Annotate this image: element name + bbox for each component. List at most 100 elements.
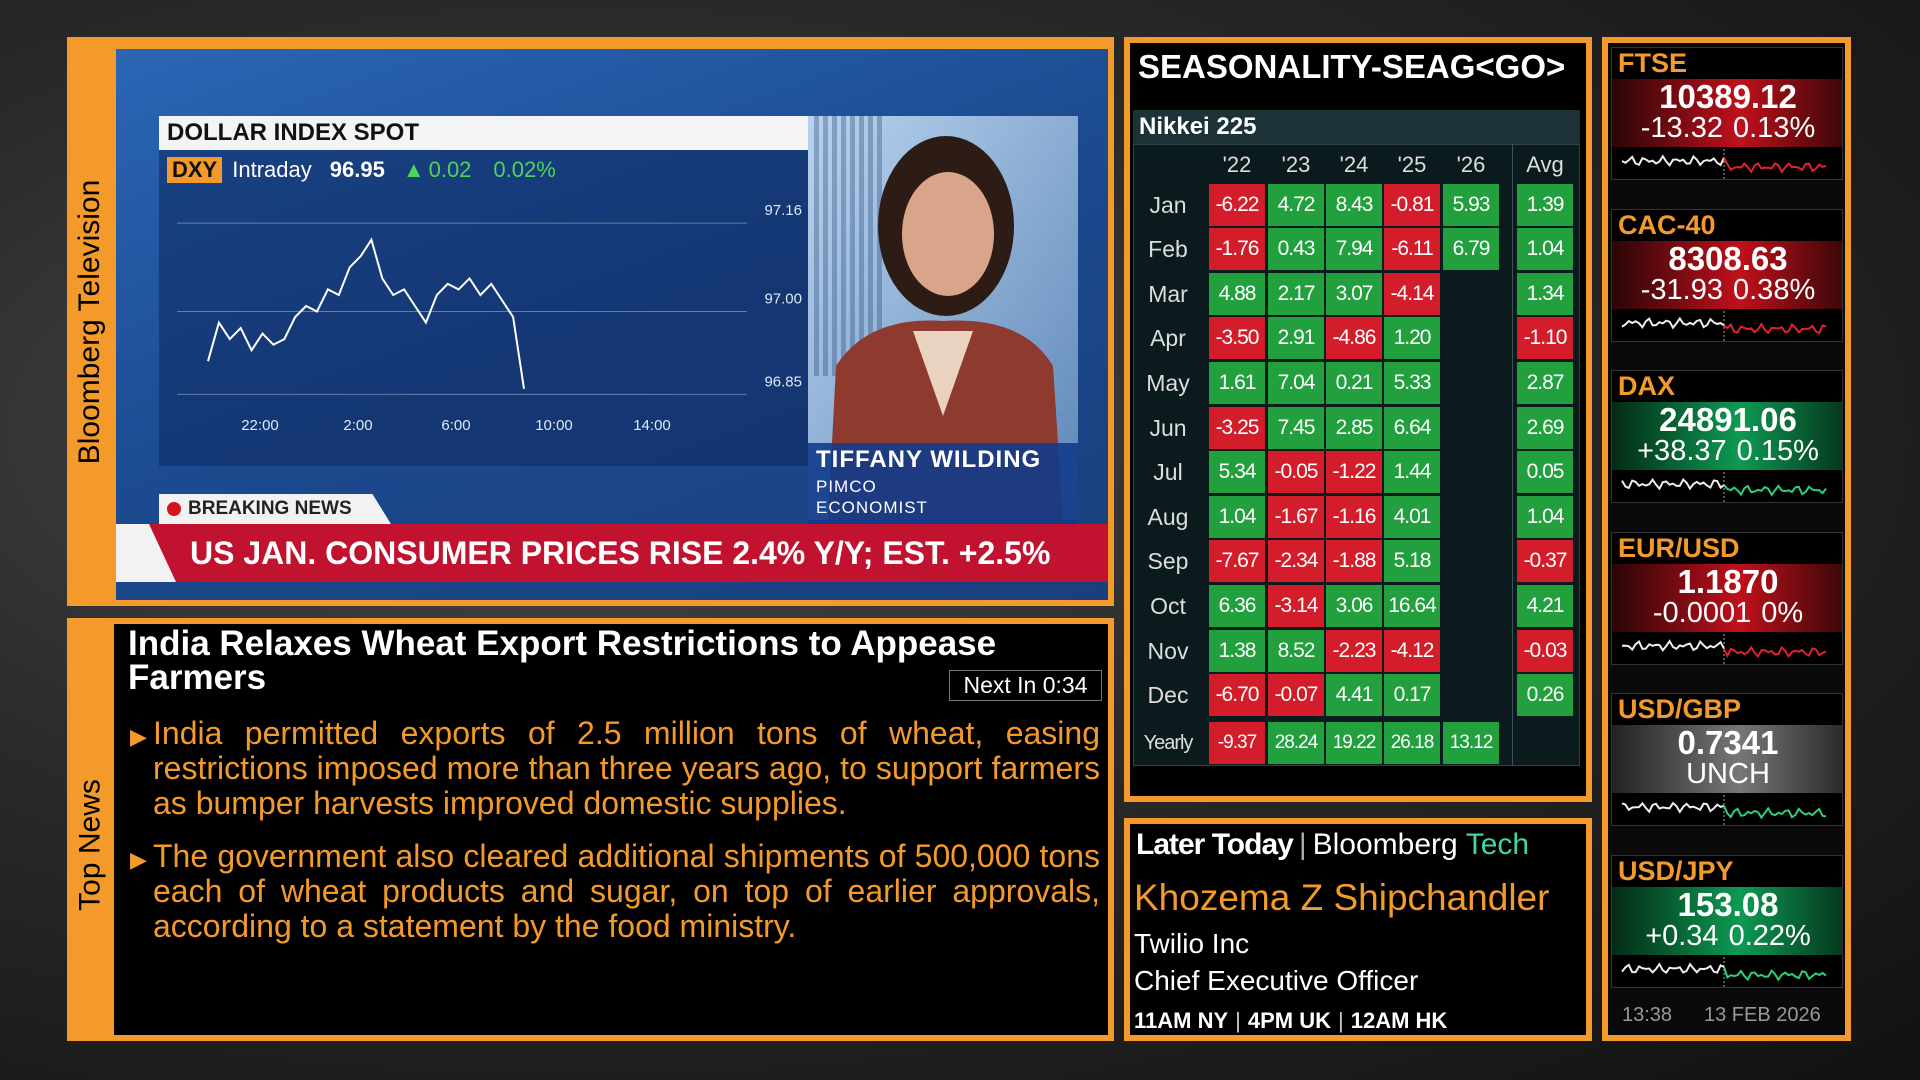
bullet-arrow: ▶ (130, 847, 147, 872)
market-pct: 0.22% (1728, 920, 1811, 952)
y-tick-label: 97.16 (764, 202, 802, 219)
market-pct: 0.15% (1736, 435, 1819, 468)
market-name: EUR/USD (1618, 532, 1740, 563)
market-change-row: -0.0001 0% (1612, 597, 1842, 629)
sparkline-prior (1621, 316, 1725, 330)
market-change-row: -31.93 0.38% (1612, 273, 1842, 306)
later-times: 11AM NY | 4PM UK | 12AM HK (1134, 1008, 1447, 1034)
table-cell: 0.43 (1268, 228, 1324, 271)
guest-name: TIFFANY WILDING (816, 446, 1042, 473)
table-cell: -1.10 (1517, 317, 1573, 360)
table-cell: -1.67 (1268, 495, 1324, 538)
sparkline-today (1723, 484, 1827, 497)
market-quote: 1.1870 -0.0001 0% (1612, 562, 1842, 632)
row-label: Jun (1149, 414, 1187, 441)
news-body (114, 624, 1108, 1035)
avg-divider (1512, 144, 1513, 766)
table-cell: 7.45 (1268, 406, 1324, 449)
market-last: 10389.12 (1659, 78, 1797, 115)
market-name: DAX (1618, 371, 1676, 402)
row-label: Jan (1149, 191, 1187, 218)
row-label: Nov (1147, 637, 1189, 664)
breaking-tag: BREAKING NEWS (159, 494, 391, 524)
market-tile: DAX 24891.06 +38.37 0.15% (1611, 370, 1843, 504)
column-header: '24 (1339, 152, 1369, 177)
table-cell: -2.34 (1268, 540, 1324, 583)
dxy-plot: 97.16 97.00 96.85 22:00 2:00 6:00 10:00 14:00 (177, 202, 802, 434)
table-cell: 19.22 (1326, 722, 1382, 764)
market-last: 8308.63 (1668, 239, 1788, 277)
table-cell: 6.36 (1209, 584, 1265, 627)
market-change: -31.93 (1640, 273, 1723, 306)
sparkline (1621, 310, 1827, 341)
table-cell: 4.88 (1209, 272, 1265, 315)
y-tick-label: 96.85 (764, 373, 802, 390)
sparkline-prior (1621, 801, 1725, 815)
table-cell: -6.11 (1384, 228, 1440, 271)
table-cell: 2.87 (1517, 361, 1573, 404)
market-last: 153.08 (1677, 886, 1779, 923)
table-cell: 1.04 (1209, 495, 1265, 538)
table-cell: -1.88 (1326, 540, 1382, 583)
up-arrow: ▲ (402, 157, 425, 182)
side-label: Bloomberg Television (73, 179, 106, 465)
later-body (1130, 824, 1586, 1035)
market-last: 0.7341 (1677, 724, 1779, 762)
table-cell: 13.12 (1443, 722, 1499, 764)
market-name: CAC-40 (1618, 209, 1716, 240)
table-cell: -3.25 (1209, 406, 1265, 449)
separator: | (1235, 1008, 1241, 1033)
table-cell: 28.24 (1268, 722, 1324, 764)
table-cell: 2.85 (1326, 406, 1382, 449)
sparkline-today (1723, 321, 1827, 335)
live-dot (167, 502, 181, 516)
sparkline (1621, 149, 1827, 179)
table-cell: 5.33 (1384, 361, 1440, 404)
market-change-row: +0.34 0.22% (1612, 920, 1842, 952)
market-change: +38.37 (1637, 435, 1727, 468)
market-change-row: UNCH (1612, 758, 1842, 790)
market-quote: 153.08 +0.34 0.22% (1612, 886, 1842, 955)
table-cell: -3.50 (1209, 317, 1265, 360)
table-cell: -1.76 (1209, 228, 1265, 271)
side-label: Top News (73, 779, 107, 911)
table-cell: 7.94 (1326, 228, 1382, 271)
building-window (832, 116, 837, 376)
market-pct: 0.13% (1733, 112, 1816, 144)
table-cell: 1.04 (1517, 228, 1573, 271)
network: Bloomberg (1312, 828, 1458, 861)
table-cell: 1.20 (1384, 317, 1440, 360)
table-cell: -0.07 (1268, 674, 1324, 717)
price-line (207, 237, 525, 390)
later-role: Chief Executive Officer (1134, 965, 1419, 996)
column-header: '23 (1281, 152, 1311, 177)
later-label: Later Today (1136, 828, 1294, 861)
table-cell: 1.44 (1384, 451, 1440, 494)
column-header: '25 (1397, 152, 1427, 177)
row-label: Jul (1153, 459, 1183, 486)
last: 96.95 (329, 157, 385, 182)
building-window (850, 116, 855, 376)
table-cell: -0.05 (1268, 451, 1324, 494)
table-cell: 7.04 (1268, 361, 1324, 404)
row-label: May (1146, 369, 1190, 396)
table-cell: 4.21 (1517, 584, 1573, 627)
later-header: Later Today | Bloomberg Tech (1136, 828, 1529, 862)
sparkline (1621, 957, 1827, 987)
table-cell: 0.26 (1517, 674, 1573, 717)
building-window (823, 116, 828, 376)
table-cell: 4.01 (1384, 495, 1440, 538)
market-quote: 24891.06 +38.37 0.15% (1612, 402, 1842, 471)
season-title: SEASONALITY-SEAG<GO> (1138, 48, 1566, 85)
building-window (841, 116, 846, 376)
table-cell: 4.41 (1326, 674, 1382, 717)
table-cell: 3.06 (1326, 584, 1382, 627)
row-label: Dec (1147, 682, 1189, 709)
row-label: Oct (1150, 592, 1186, 619)
separator: | (1338, 1008, 1344, 1033)
market-last: 1.1870 (1677, 562, 1779, 600)
market-quote: 0.7341 UNCH (1612, 724, 1842, 794)
bullet-text: India permitted exports of 2.5 million t… (153, 715, 1100, 821)
table-cell: -6.70 (1209, 674, 1265, 717)
market-change: +0.34 (1645, 920, 1719, 952)
